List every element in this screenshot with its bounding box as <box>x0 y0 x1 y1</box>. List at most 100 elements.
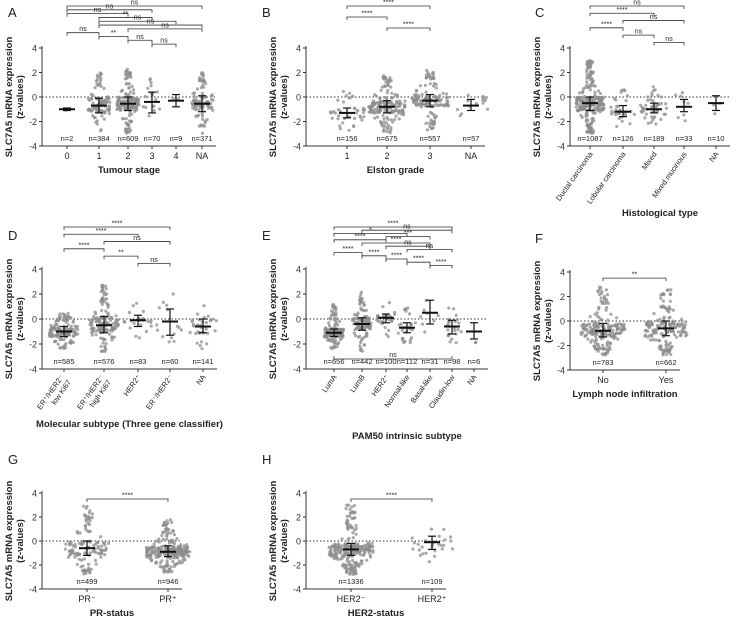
data-point <box>665 288 669 292</box>
x-tick-label: NA <box>194 373 207 387</box>
y-axis-label-line: SLC7A5 mRNA expression <box>532 261 543 382</box>
data-point <box>610 324 615 328</box>
data-point <box>130 84 134 88</box>
data-point <box>398 99 402 103</box>
data-point <box>94 79 98 83</box>
data-point <box>436 104 440 108</box>
data-point <box>658 317 662 321</box>
data-point <box>166 531 170 535</box>
data-point <box>202 85 206 89</box>
data-point <box>644 103 648 107</box>
n-count-label: n=1087 <box>577 134 602 143</box>
data-point <box>161 523 165 528</box>
data-point <box>381 76 385 80</box>
data-point <box>356 108 360 113</box>
data-point <box>171 529 175 533</box>
data-point <box>448 340 452 344</box>
data-point <box>351 94 355 98</box>
data-point <box>102 548 106 552</box>
y-axis-label-line: (z-values) <box>279 297 290 341</box>
data-point <box>649 120 653 124</box>
significance-bracket <box>63 226 171 230</box>
data-point <box>381 305 385 309</box>
significance-label: **** <box>112 221 123 228</box>
data-point <box>350 510 354 514</box>
data-point <box>130 104 134 109</box>
n-count-label: n=946 <box>157 577 178 586</box>
data-point <box>418 84 422 88</box>
data-point <box>102 290 106 294</box>
data-point <box>370 541 374 546</box>
data-point <box>595 348 599 352</box>
significance-label: ns <box>131 0 139 7</box>
significance-bracket <box>98 20 177 25</box>
n-count-label: n=783 <box>592 358 613 367</box>
x-axis-title: PAM50 intrinsic subtype <box>352 431 462 442</box>
data-point <box>373 107 377 111</box>
data-point <box>100 551 104 555</box>
data-point <box>385 97 389 101</box>
data-point <box>175 562 179 566</box>
data-point <box>593 90 597 94</box>
data-point <box>389 101 393 105</box>
data-point <box>347 560 351 564</box>
data-point <box>668 293 673 297</box>
data-point <box>82 557 86 561</box>
data-point <box>99 76 103 81</box>
data-point <box>651 99 655 103</box>
data-point <box>117 95 121 99</box>
data-point <box>454 332 458 336</box>
data-point <box>424 121 428 125</box>
data-point <box>161 335 165 339</box>
data-point <box>346 527 350 531</box>
data-point <box>332 340 337 344</box>
data-point <box>340 537 344 541</box>
data-point <box>184 549 189 554</box>
data-point <box>668 299 672 303</box>
data-point <box>428 110 432 114</box>
significance-bracket <box>406 249 453 253</box>
n-count-label: n=189 <box>643 134 664 143</box>
data-point <box>439 103 444 107</box>
data-point <box>589 125 593 130</box>
data-point <box>632 112 637 116</box>
data-point <box>96 544 100 549</box>
significance-label: ns <box>389 352 397 359</box>
data-point <box>127 126 131 130</box>
y-tick-label: 0 <box>560 93 565 103</box>
data-point <box>345 514 349 518</box>
data-point <box>594 339 598 343</box>
significance-label: ** <box>111 30 117 37</box>
data-point <box>365 314 369 318</box>
significance-bracket <box>63 248 105 252</box>
data-point <box>71 320 75 324</box>
data-point <box>127 310 131 315</box>
data-point <box>454 341 458 345</box>
data-point <box>160 559 164 563</box>
data-point <box>387 78 391 82</box>
y-tick-label: 2 <box>560 68 565 78</box>
data-point <box>171 538 175 543</box>
data-point <box>68 553 72 557</box>
significance-label: **** <box>436 259 447 266</box>
data-point <box>659 102 664 106</box>
data-point <box>99 344 103 348</box>
data-point <box>657 338 661 342</box>
panel-letter: F <box>535 231 543 246</box>
significance-label: ns <box>650 14 658 21</box>
data-point <box>340 336 344 340</box>
data-point <box>599 331 604 335</box>
data-point <box>429 527 434 531</box>
data-point <box>353 333 358 338</box>
data-point <box>439 543 443 547</box>
data-point <box>600 301 605 306</box>
data-point <box>608 333 612 337</box>
y-tick-label: 4 <box>32 265 37 275</box>
data-point <box>171 559 175 564</box>
data-point <box>392 118 397 122</box>
n-count-label: n=10 <box>708 134 725 143</box>
data-point <box>329 317 333 321</box>
data-point <box>194 332 198 336</box>
data-point <box>646 324 651 328</box>
significance-label: **** <box>369 249 380 256</box>
